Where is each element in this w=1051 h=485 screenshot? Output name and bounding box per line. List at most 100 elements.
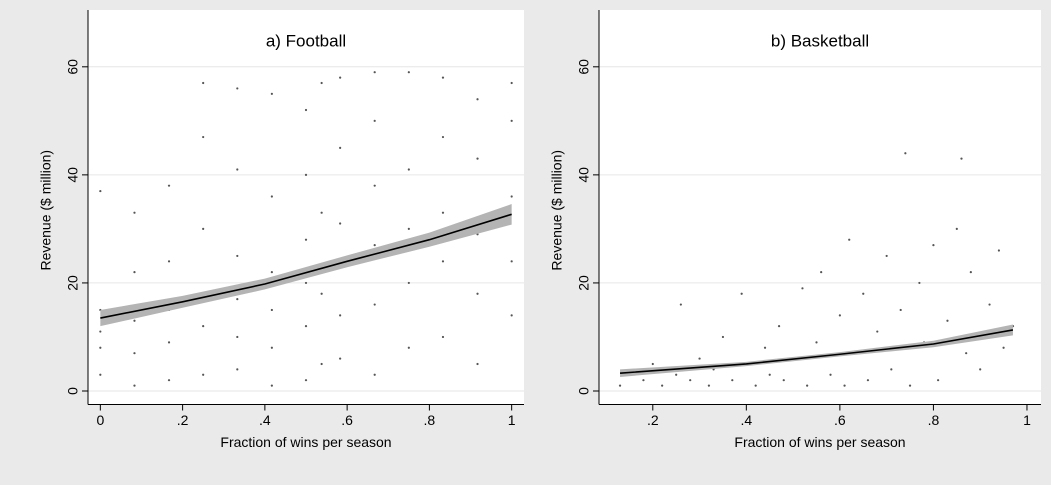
data-point — [740, 292, 743, 295]
data-point — [339, 146, 342, 149]
data-point — [890, 368, 893, 371]
x-tick-label: .4 — [740, 412, 752, 428]
data-point — [407, 281, 410, 285]
data-point — [202, 81, 205, 85]
data-point — [937, 379, 940, 382]
data-point — [679, 303, 682, 306]
y-axis-label: Revenue ($ million) — [38, 150, 54, 271]
data-point — [441, 211, 445, 214]
data-point — [829, 373, 832, 376]
data-point — [510, 81, 513, 85]
y-tick-label: 60 — [65, 59, 81, 75]
data-point — [988, 303, 991, 306]
data-point — [133, 384, 136, 387]
data-point — [441, 260, 445, 263]
data-point — [899, 308, 902, 312]
x-tick-label: 1 — [508, 412, 516, 428]
data-point — [236, 335, 239, 339]
data-point — [202, 227, 205, 230]
data-point — [270, 384, 273, 387]
data-point — [918, 281, 921, 285]
x-tick-label: 0 — [96, 412, 104, 428]
data-point — [133, 352, 136, 355]
data-point — [862, 292, 865, 295]
data-point — [202, 325, 205, 328]
data-point — [99, 373, 102, 376]
x-tick-label: .6 — [834, 412, 846, 428]
data-point — [763, 346, 767, 349]
data-point — [304, 173, 308, 176]
data-point — [339, 314, 342, 317]
panel-title: a) Football — [266, 31, 346, 50]
data-point — [721, 335, 725, 339]
data-point — [965, 352, 968, 355]
data-point — [777, 325, 781, 328]
data-point — [320, 81, 323, 85]
data-point — [270, 271, 273, 274]
data-point — [510, 119, 513, 122]
data-point — [1002, 346, 1005, 349]
plot-area — [599, 10, 1041, 405]
data-point — [133, 211, 136, 214]
y-axis-label: Revenue ($ million) — [549, 150, 565, 271]
data-point — [768, 373, 771, 376]
data-point — [270, 195, 273, 198]
data-point — [270, 346, 273, 349]
data-point — [441, 335, 445, 339]
data-point — [820, 271, 823, 274]
data-point — [843, 384, 846, 387]
data-point — [904, 152, 907, 155]
data-point — [133, 319, 136, 322]
y-tick-label: 0 — [576, 387, 592, 395]
data-point — [167, 341, 171, 344]
data-point — [202, 135, 205, 139]
data-point — [236, 254, 239, 258]
data-point — [99, 330, 102, 333]
y-tick-label: 60 — [576, 59, 592, 75]
data-point — [754, 384, 757, 387]
data-point — [651, 362, 654, 366]
data-point — [270, 92, 273, 95]
data-point — [510, 314, 513, 317]
data-point — [304, 238, 308, 241]
data-point — [675, 373, 678, 376]
data-point — [339, 357, 342, 360]
data-point — [946, 319, 949, 322]
data-point — [236, 168, 239, 171]
x-tick-label: 1 — [1023, 412, 1031, 428]
data-point — [782, 379, 785, 382]
plot-area — [88, 10, 524, 405]
data-point — [997, 249, 1001, 252]
data-point — [838, 314, 841, 317]
data-point — [476, 292, 479, 295]
data-point — [202, 373, 205, 376]
data-point — [320, 292, 323, 295]
confidence-band — [100, 204, 512, 327]
data-point — [320, 362, 323, 366]
data-point — [339, 222, 342, 225]
data-point — [698, 357, 701, 360]
data-point — [167, 379, 171, 382]
data-point — [99, 346, 102, 349]
data-point — [661, 384, 664, 387]
data-point — [960, 157, 963, 160]
data-point — [373, 184, 376, 187]
data-point — [270, 308, 273, 312]
data-point — [642, 379, 645, 382]
x-tick-label: .8 — [424, 412, 436, 428]
data-point — [373, 244, 376, 247]
data-point — [510, 195, 513, 198]
x-tick-label: .4 — [259, 412, 271, 428]
data-point — [885, 254, 888, 258]
x-axis-label: Fraction of wins per season — [220, 434, 391, 450]
y-tick-label: 20 — [576, 275, 592, 291]
data-point — [618, 384, 622, 387]
y-tick-label: 40 — [65, 167, 81, 183]
fit-line — [100, 213, 512, 319]
data-point — [373, 303, 376, 306]
data-point — [407, 227, 410, 230]
data-point — [689, 379, 692, 382]
data-point — [815, 341, 818, 344]
x-tick-label: .6 — [341, 412, 353, 428]
